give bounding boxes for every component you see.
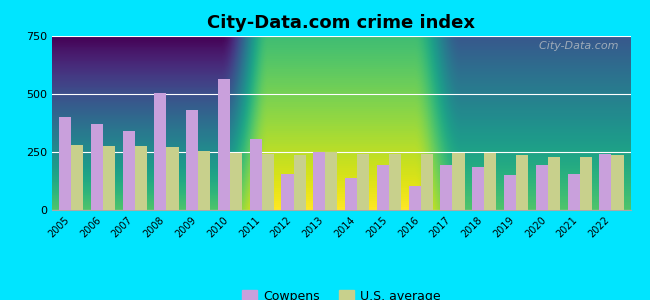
Bar [281,174,294,210]
Bar [421,154,433,210]
Bar [250,139,262,210]
Bar [59,117,71,210]
Bar [198,151,211,210]
Bar [230,153,242,210]
Bar [103,146,115,210]
Bar [441,165,452,210]
Bar [389,154,401,210]
Bar [377,165,389,210]
Legend: Cowpens, U.S. average: Cowpens, U.S. average [237,285,445,300]
Bar [580,157,592,210]
Title: City-Data.com crime index: City-Data.com crime index [207,14,475,32]
Bar [166,147,179,210]
Bar [123,131,135,210]
Bar [548,157,560,210]
Bar [484,153,497,210]
Bar [135,146,147,210]
Bar [71,145,83,210]
Bar [326,152,337,210]
Bar [91,124,103,210]
Bar [409,186,421,210]
Bar [472,167,484,210]
Bar [262,154,274,210]
Bar [357,154,369,210]
Bar [154,93,166,210]
Bar [567,174,580,210]
Bar [345,178,357,210]
Bar [599,154,612,210]
Bar [186,110,198,210]
Bar [504,175,516,210]
Bar [612,155,623,210]
Text: City-Data.com: City-Data.com [532,41,619,51]
Bar [313,152,326,210]
Bar [294,155,306,210]
Bar [516,155,528,210]
Bar [536,165,548,210]
Bar [452,153,465,210]
Bar [218,79,230,210]
